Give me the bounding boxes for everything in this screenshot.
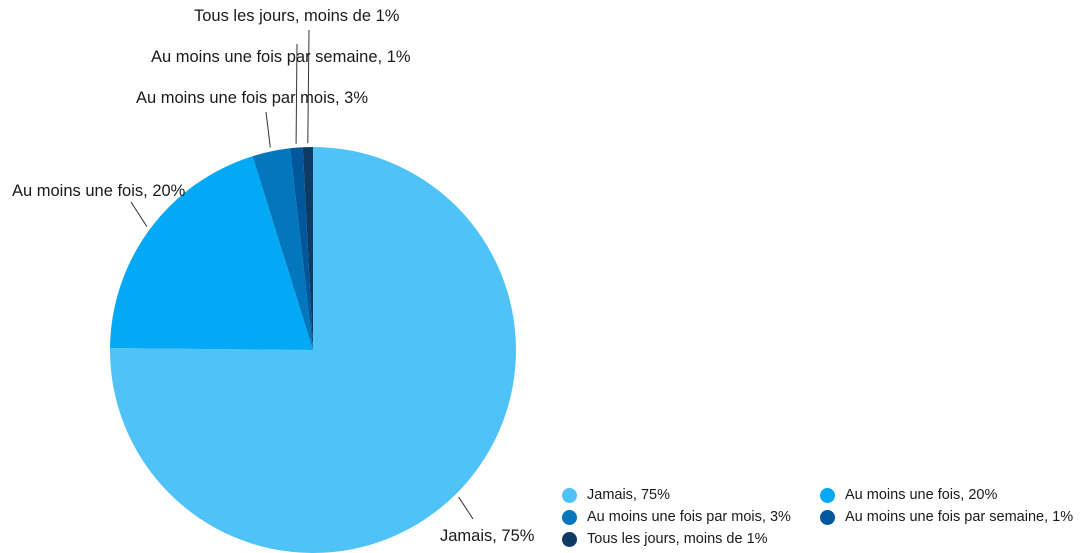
- pie-slice-par-mois: [252, 148, 313, 350]
- slice-label-par-mois: Au moins une fois par mois, 3%: [136, 89, 368, 107]
- legend-item-au-moins-une-fois: Au moins une fois, 20%: [820, 485, 1091, 505]
- legend-dot-par-semaine: [820, 509, 835, 525]
- legend-label-par-mois: Au moins une fois par mois, 3%: [587, 509, 791, 525]
- legend-dot-par-mois: [562, 509, 577, 525]
- legend-item-tous-les-jours: Tous les jours, moins de 1%: [562, 529, 820, 549]
- leader-line-jamais: [458, 496, 474, 520]
- leader-line-au-moins-une-fois: [130, 201, 148, 227]
- legend-label-tous-les-jours: Tous les jours, moins de 1%: [587, 531, 768, 547]
- leader-line-par-semaine: [295, 43, 298, 144]
- legend-dot-tous-les-jours: [562, 531, 577, 547]
- pie-slices: [110, 147, 516, 553]
- leader-line-par-mois: [265, 111, 271, 148]
- pie-slice-par-semaine: [290, 147, 313, 350]
- slice-label-au-moins-une-fois: Au moins une fois, 20%: [12, 182, 186, 200]
- slice-label-par-semaine: Au moins une fois par semaine, 1%: [151, 48, 411, 66]
- legend-label-au-moins-une-fois: Au moins une fois, 20%: [845, 487, 998, 503]
- pie-slice-au-moins-une-fois: [110, 156, 313, 350]
- legend-item-par-mois: Au moins une fois par mois, 3%: [562, 507, 820, 527]
- leader-line-tous-les-jours: [307, 29, 310, 144]
- leader-lines: [130, 29, 474, 520]
- pie-slice-tous-les-jours: [302, 147, 313, 350]
- legend-label-jamais: Jamais, 75%: [587, 487, 671, 503]
- slice-label-tous-les-jours: Tous les jours, moins de 1%: [194, 7, 400, 25]
- legend-label-par-semaine: Au moins une fois par semaine, 1%: [845, 509, 1074, 525]
- legend-dot-au-moins-une-fois: [820, 487, 835, 503]
- slice-label-jamais: Jamais, 75%: [440, 527, 535, 545]
- legend-item-jamais: Jamais, 75%: [562, 485, 820, 505]
- legend: Jamais, 75% Au moins une fois, 20% Au mo…: [562, 485, 1091, 549]
- legend-item-par-semaine: Au moins une fois par semaine, 1%: [820, 507, 1091, 527]
- legend-dot-jamais: [562, 487, 577, 503]
